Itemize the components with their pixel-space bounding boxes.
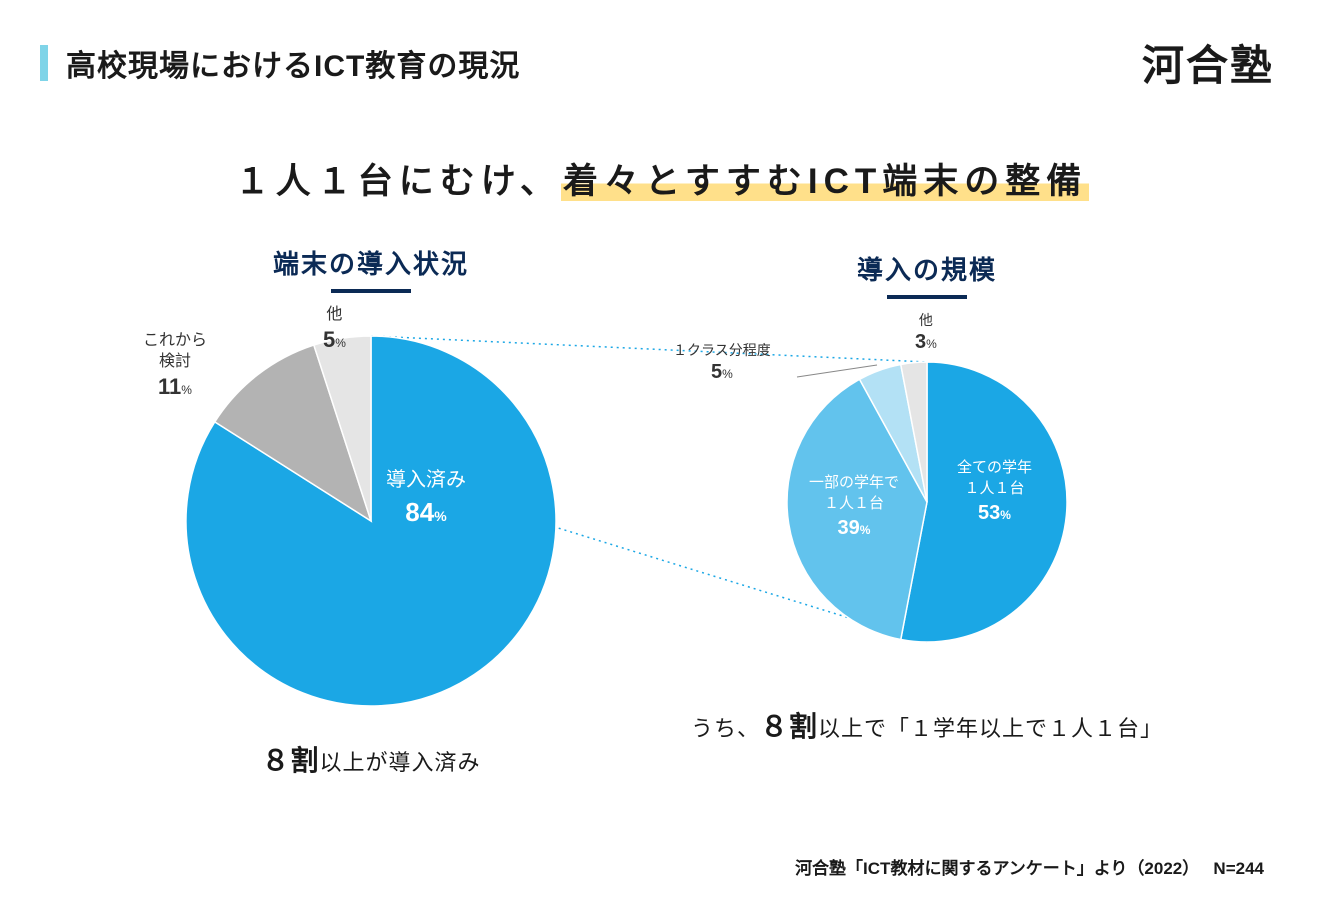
heading-highlight: 着々とすすむICT端末の整備 <box>561 162 1089 201</box>
chart2-column: 導入の規模 １クラス分程度 5% 他 3% 全ての学年 １人１台 53% 一部の… <box>691 250 1163 745</box>
page-title: 高校現場におけるICT教育の現況 <box>66 41 520 85</box>
chart1-label-adopted: 導入済み 84% <box>386 466 466 530</box>
chart1-caption: ８割以上が導入済み <box>261 739 480 779</box>
source-citation: 河合塾「ICT教材に関するアンケート」より（2022） N=244 <box>795 854 1264 879</box>
chart2-pie: １クラス分程度 5% 他 3% 全ての学年 １人１台 53% 一部の学年で １人… <box>747 347 1107 647</box>
chart1-title: 端末の導入状況 <box>273 244 469 287</box>
main-heading: １人１台にむけ、着々とすすむICT端末の整備 <box>0 153 1324 204</box>
header-left: 高校現場におけるICT教育の現況 <box>40 41 520 85</box>
chart2-label-oneclass: １クラス分程度 5% <box>673 341 771 385</box>
heading-prefix: １人１台にむけ、 <box>235 162 561 201</box>
brand-logo: 河合塾 <box>1142 32 1274 93</box>
chart2-label-allgrades: 全ての学年 １人１台 53% <box>957 457 1032 527</box>
chart2-label-somegrades: 一部の学年で １人１台 39% <box>809 472 899 542</box>
chart1-label-other: 他 5% <box>323 305 346 354</box>
charts-row: 端末の導入状況 これから 検討 11% 他 5% 導入済み 84% ８割以上が導… <box>0 244 1324 779</box>
slide-header: 高校現場におけるICT教育の現況 河合塾 <box>0 0 1324 93</box>
chart1-label-considering: これから 検討 11% <box>143 331 207 401</box>
chart2-label-other: 他 3% <box>915 311 937 355</box>
chart1-column: 端末の導入状況 これから 検討 11% 他 5% 導入済み 84% ８割以上が導… <box>161 244 581 779</box>
accent-bar-icon <box>40 45 48 81</box>
chart2-title: 導入の規模 <box>857 250 997 293</box>
chart1-title-underline <box>331 289 411 293</box>
chart2-caption: うち、８割以上で「１学年以上で１人１台」 <box>691 705 1163 745</box>
chart2-title-underline <box>887 295 967 299</box>
chart1-pie: これから 検討 11% 他 5% 導入済み 84% <box>161 311 581 711</box>
